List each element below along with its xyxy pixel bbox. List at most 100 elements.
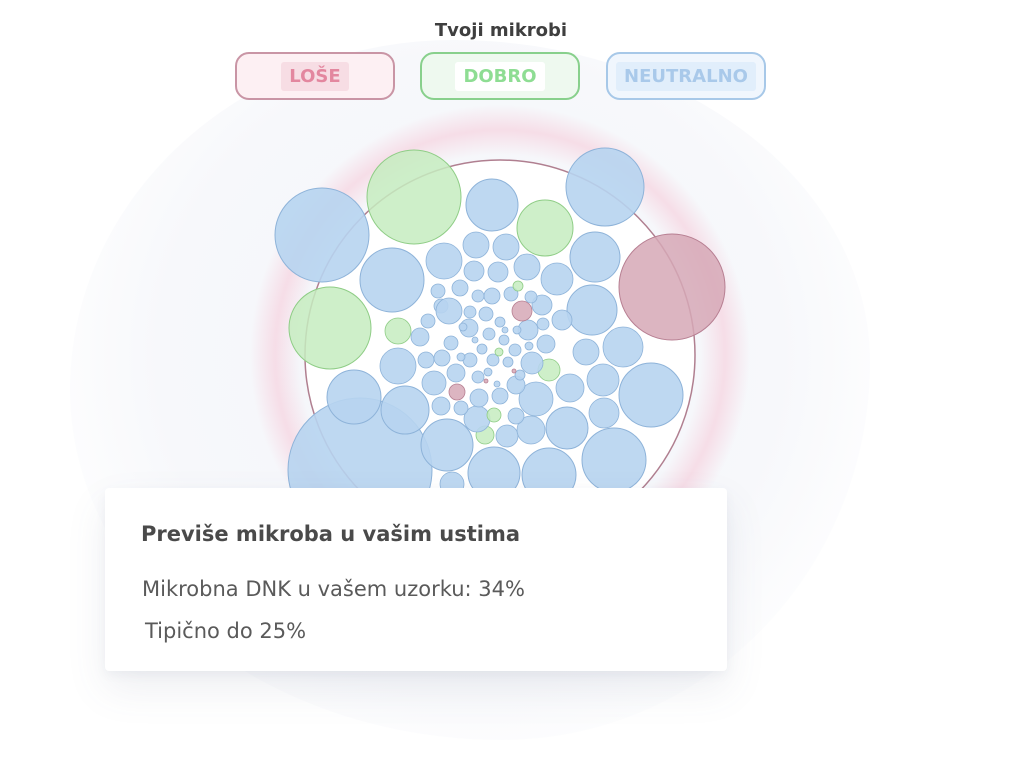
neutral-bubble[interactable] <box>531 294 553 316</box>
neutral-bubble[interactable] <box>507 407 525 425</box>
neutral-bubble[interactable] <box>501 326 509 334</box>
neutral-bubble[interactable] <box>486 353 500 367</box>
neutral-bubble[interactable] <box>439 471 465 496</box>
neutral-bubble[interactable] <box>513 253 541 281</box>
neutral-bubble[interactable] <box>359 247 425 313</box>
neutral-bubble[interactable] <box>524 341 534 351</box>
neutral-bubble[interactable] <box>469 388 489 408</box>
neutral-bubble[interactable] <box>471 336 479 344</box>
neutral-bubble[interactable] <box>514 369 526 381</box>
bubble-group <box>274 147 726 502</box>
neutral-bubble[interactable] <box>494 316 506 328</box>
neutral-bubble[interactable] <box>463 260 485 282</box>
neutral-bubble[interactable] <box>536 317 550 331</box>
neutral-bubble[interactable] <box>453 400 469 416</box>
neutral-bubble[interactable] <box>462 231 490 259</box>
filter-bad-label: LOŠE <box>281 61 349 91</box>
good-bubble[interactable] <box>512 280 524 292</box>
neutral-bubble[interactable] <box>431 396 451 416</box>
neutral-bubble[interactable] <box>433 349 451 367</box>
neutral-bubble[interactable] <box>463 305 477 319</box>
neutral-bubble[interactable] <box>467 446 521 499</box>
card-typical-range: Tipično do 25% <box>145 619 307 643</box>
card-sample-dna: Mikrobna DNK u vašem uzorku: 34% <box>142 577 525 601</box>
neutral-bubble[interactable] <box>420 418 474 472</box>
neutral-bubble[interactable] <box>512 325 522 335</box>
neutral-bubble[interactable] <box>443 335 459 351</box>
neutral-bubble[interactable] <box>483 367 493 377</box>
neutral-bubble[interactable] <box>572 338 600 366</box>
neutral-bubble[interactable] <box>420 313 436 329</box>
neutral-bubble[interactable] <box>483 287 501 305</box>
neutral-bubble[interactable] <box>588 397 620 429</box>
neutral-bubble[interactable] <box>551 309 573 331</box>
neutral-bubble[interactable] <box>379 347 417 385</box>
neutral-bubble[interactable] <box>491 387 509 405</box>
neutral-bubble[interactable] <box>518 381 554 417</box>
good-bubble[interactable] <box>494 347 504 357</box>
neutral-bubble[interactable] <box>465 178 519 232</box>
neutral-bubble[interactable] <box>520 351 544 375</box>
filter-neutral-button[interactable]: NEUTRALNO <box>606 52 766 100</box>
neutral-bubble[interactable] <box>498 334 510 346</box>
neutral-bubble[interactable] <box>508 343 522 357</box>
neutral-bubble[interactable] <box>482 327 496 341</box>
bad-bubble[interactable] <box>483 378 489 384</box>
neutral-bubble[interactable] <box>462 352 478 368</box>
neutral-bubble[interactable] <box>410 327 430 347</box>
neutral-bubble[interactable] <box>417 351 435 369</box>
neutral-bubble[interactable] <box>493 380 501 388</box>
good-bubble[interactable] <box>384 317 412 345</box>
neutral-bubble[interactable] <box>602 326 644 368</box>
neutral-bubble[interactable] <box>446 363 466 383</box>
neutral-bubble[interactable] <box>566 284 618 336</box>
neutral-bubble[interactable] <box>569 231 621 283</box>
neutral-bubble[interactable] <box>471 370 485 384</box>
good-bubble[interactable] <box>288 286 372 370</box>
bad-bubble[interactable] <box>618 233 726 341</box>
neutral-bubble[interactable] <box>545 406 589 450</box>
neutral-bubble[interactable] <box>581 427 647 492</box>
neutral-bubble[interactable] <box>618 362 684 428</box>
neutral-bubble[interactable] <box>540 262 574 296</box>
good-bubble[interactable] <box>486 407 502 423</box>
bad-bubble[interactable] <box>448 383 466 401</box>
neutral-bubble[interactable] <box>536 334 556 354</box>
neutral-bubble[interactable] <box>478 306 494 322</box>
card-title: Previše mikroba u vašim ustima <box>141 522 521 546</box>
neutral-bubble[interactable] <box>524 290 538 304</box>
neutral-bubble[interactable] <box>495 424 519 448</box>
neutral-bubble[interactable] <box>274 187 370 283</box>
filter-good-label: DOBRO <box>455 61 545 91</box>
neutral-bubble[interactable] <box>586 363 620 397</box>
page-title: Tvoji mikrobi <box>434 20 568 41</box>
bad-bubble[interactable] <box>511 368 517 374</box>
neutral-bubble[interactable] <box>476 343 488 355</box>
neutral-bubble[interactable] <box>502 356 514 368</box>
neutral-bubble[interactable] <box>425 242 463 280</box>
neutral-bubble[interactable] <box>430 283 446 299</box>
neutral-bubble[interactable] <box>471 289 485 303</box>
good-bubble[interactable] <box>516 199 574 257</box>
neutral-bubble[interactable] <box>516 415 546 445</box>
neutral-bubble[interactable] <box>421 370 447 396</box>
neutral-bubble[interactable] <box>492 233 520 261</box>
neutral-bubble[interactable] <box>458 322 468 332</box>
neutral-bubble[interactable] <box>503 286 519 302</box>
neutral-bubble[interactable] <box>521 447 577 502</box>
neutral-bubble[interactable] <box>451 279 469 297</box>
bad-bubble[interactable] <box>511 300 533 322</box>
neutral-bubble[interactable] <box>435 297 463 325</box>
neutral-bubble[interactable] <box>555 373 585 403</box>
neutral-bubble[interactable] <box>456 352 466 362</box>
neutral-bubble[interactable] <box>565 147 645 227</box>
good-bubble[interactable] <box>366 149 462 245</box>
filter-good-button[interactable]: DOBRO <box>420 52 580 100</box>
neutral-bubble[interactable] <box>380 385 430 435</box>
filter-neutral-label: NEUTRALNO <box>616 61 756 91</box>
filter-bad-button[interactable]: LOŠE <box>235 52 395 100</box>
neutral-bubble[interactable] <box>487 261 509 283</box>
neutral-bubble[interactable] <box>326 369 382 425</box>
